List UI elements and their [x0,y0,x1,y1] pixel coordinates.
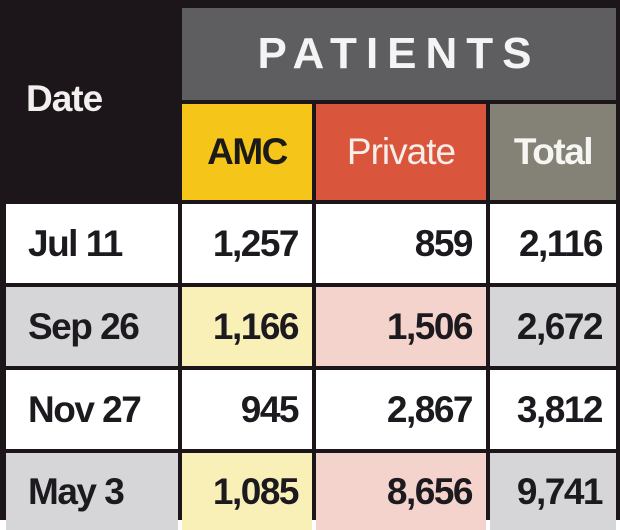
row-3-total: 3,812 [490,370,616,449]
row-2-total: 2,672 [490,287,616,366]
row-1-private: 859 [316,204,486,283]
row-1-date: Jul 11 [6,204,178,283]
header-private: Private [316,104,486,200]
row-2-date: Sep 26 [6,287,178,366]
row-1-total: 2,116 [490,204,616,283]
patients-table: Date PATIENTS AMC Private Total Jul 11 1… [6,8,616,530]
header-amc: AMC [182,104,312,200]
row-4-date: May 3 [6,453,178,530]
header-total: Total [490,104,616,200]
row-1-amc: 1,257 [182,204,312,283]
row-4-total: 9,741 [490,453,616,530]
header-patients: PATIENTS [182,8,616,100]
header-date: Date [6,8,178,200]
row-4-amc: 1,085 [182,453,312,530]
row-4-private: 8,656 [316,453,486,530]
row-3-date: Nov 27 [6,370,178,449]
row-3-amc: 945 [182,370,312,449]
row-2-private: 1,506 [316,287,486,366]
row-3-private: 2,867 [316,370,486,449]
row-2-amc: 1,166 [182,287,312,366]
